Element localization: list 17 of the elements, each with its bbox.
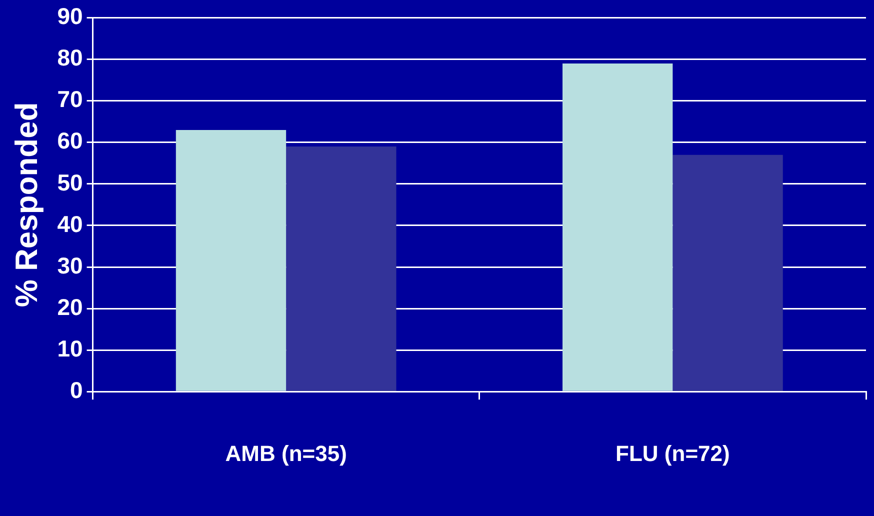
bar [286,146,396,391]
y-tick-label: 80 [57,44,83,71]
y-tick-label: 40 [57,210,83,237]
y-tick-label: 90 [57,3,83,30]
x-tick-label: FLU (n=72) [616,440,730,466]
y-tick-label: 70 [57,86,83,112]
y-tick-label: 60 [57,128,83,154]
bar [672,154,783,391]
y-tick-label: 10 [57,335,83,362]
y-tick-label: 30 [57,252,83,278]
y-tick-label: 20 [57,294,83,320]
bar [562,63,673,391]
y-tick-label: 50 [57,169,83,196]
x-tick-label: AMB (n=35) [225,440,347,466]
bar [176,130,286,391]
y-tick-label: 0 [70,376,83,403]
y-axis-title: % Responded [9,102,44,308]
